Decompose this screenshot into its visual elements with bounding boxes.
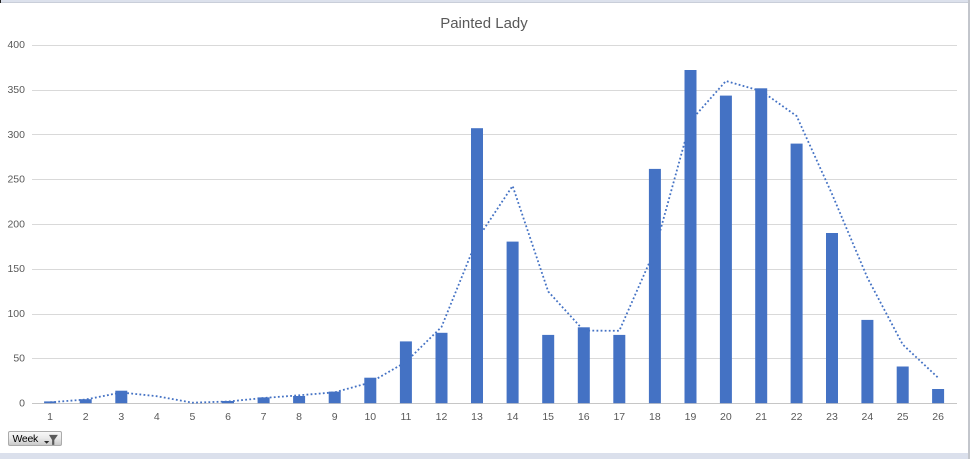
svg-text:14: 14: [507, 411, 519, 423]
svg-text:6: 6: [225, 411, 231, 423]
svg-text:26: 26: [932, 411, 944, 423]
svg-text:100: 100: [7, 308, 25, 320]
svg-text:25: 25: [897, 411, 909, 423]
svg-text:2: 2: [83, 411, 89, 423]
svg-text:11: 11: [400, 411, 411, 423]
svg-text:250: 250: [7, 174, 25, 186]
svg-text:19: 19: [685, 411, 697, 423]
svg-text:Painted Lady: Painted Lady: [440, 15, 528, 32]
svg-text:13: 13: [471, 411, 483, 423]
svg-text:16: 16: [578, 411, 590, 423]
svg-text:21: 21: [755, 411, 767, 423]
svg-text:4: 4: [154, 411, 160, 423]
svg-text:22: 22: [791, 411, 803, 423]
svg-text:17: 17: [613, 411, 625, 423]
svg-text:350: 350: [7, 84, 25, 96]
svg-text:15: 15: [542, 411, 554, 423]
svg-text:300: 300: [7, 129, 25, 141]
svg-text:12: 12: [436, 411, 448, 423]
svg-text:0: 0: [19, 398, 25, 410]
svg-text:24: 24: [862, 411, 874, 423]
svg-text:200: 200: [7, 218, 25, 230]
svg-text:8: 8: [296, 411, 302, 423]
svg-text:9: 9: [332, 411, 338, 423]
svg-text:10: 10: [364, 411, 376, 423]
svg-text:50: 50: [13, 353, 25, 365]
svg-text:150: 150: [7, 263, 25, 275]
svg-text:7: 7: [261, 411, 267, 423]
svg-text:5: 5: [189, 411, 195, 423]
svg-text:23: 23: [826, 411, 838, 423]
svg-text:18: 18: [649, 411, 661, 423]
svg-text:20: 20: [720, 411, 732, 423]
svg-text:3: 3: [118, 411, 124, 423]
svg-text:400: 400: [7, 39, 25, 51]
svg-text:1: 1: [47, 411, 53, 423]
